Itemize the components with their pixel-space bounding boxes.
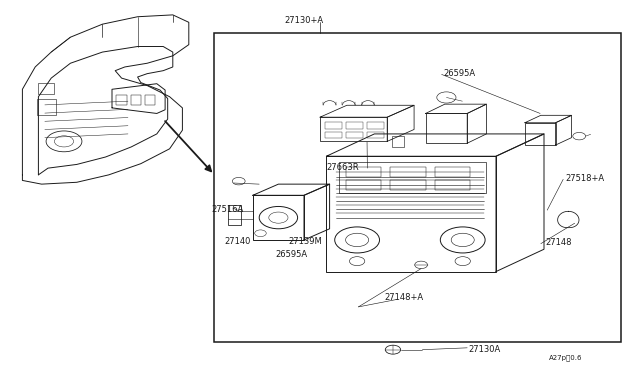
Bar [390,167,426,177]
Text: 27663R: 27663R [326,163,359,172]
Text: 27148: 27148 [545,238,572,247]
Bar [346,122,363,129]
Bar [346,167,381,177]
Bar [435,180,470,190]
Bar [325,122,342,129]
Bar [525,123,556,145]
Bar [37,99,56,115]
Bar [253,195,304,240]
Bar [426,113,467,143]
Bar [392,136,404,147]
Bar [390,180,426,190]
Bar [435,167,470,177]
Bar [367,122,384,129]
Bar [320,117,387,141]
Text: 26595A: 26595A [444,69,476,78]
Bar [325,132,342,138]
Text: 27516A: 27516A [211,205,243,214]
Bar [326,156,496,272]
Text: 27130A: 27130A [468,345,500,354]
Bar [346,180,381,190]
Bar [228,205,241,225]
Bar [131,95,141,105]
Text: 27518+A: 27518+A [566,174,605,183]
Text: 26595A: 26595A [275,250,307,259]
Bar [145,95,155,105]
Bar [346,132,363,138]
Text: 27130+A: 27130+A [285,16,324,25]
Bar [116,95,127,105]
Bar [367,132,384,138]
Text: A27p⁦0.6: A27p⁦0.6 [549,355,582,361]
Bar [214,33,621,342]
Text: 27148+A: 27148+A [384,293,423,302]
Text: 27140: 27140 [224,237,250,246]
Text: 27139M: 27139M [288,237,322,246]
Bar [38,83,54,94]
Bar [339,162,486,193]
